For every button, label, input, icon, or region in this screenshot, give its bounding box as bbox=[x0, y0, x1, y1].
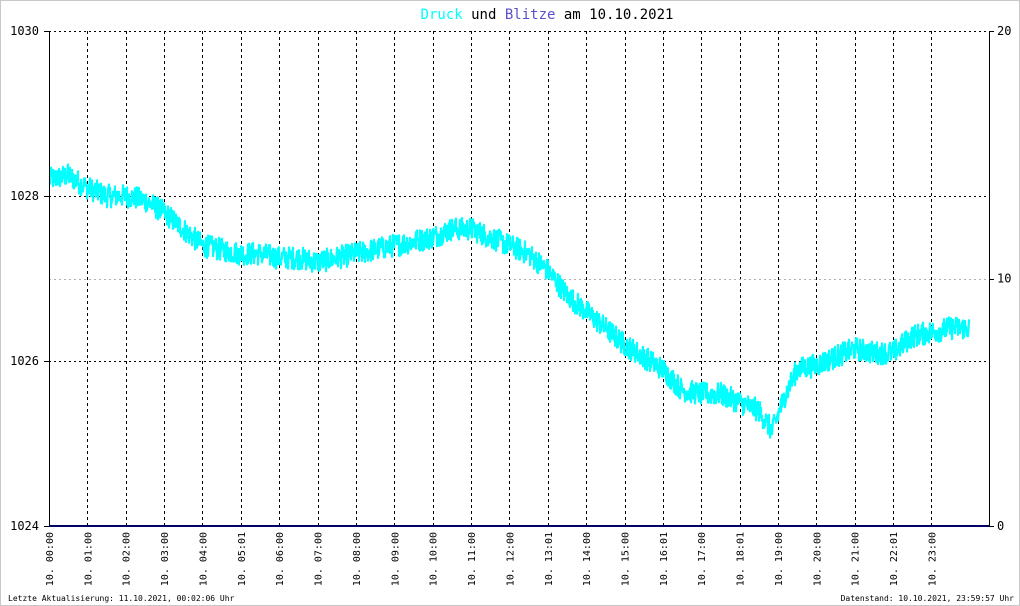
x-tick-label: 10. 03:00 bbox=[160, 532, 171, 586]
x-tick-label: 10. 21:00 bbox=[851, 532, 862, 586]
x-tick-label: 10. 15:00 bbox=[621, 532, 632, 586]
x-tick-label: 10. 10:00 bbox=[429, 532, 440, 586]
x-tick-label: 10. 08:00 bbox=[352, 532, 363, 586]
x-tick-label: 10. 01:00 bbox=[83, 532, 94, 586]
x-tick-label: 10. 04:00 bbox=[198, 532, 209, 586]
x-tick-label: 10. 07:00 bbox=[314, 532, 325, 586]
x-tick-label: 10. 22:01 bbox=[889, 532, 900, 586]
y-left-tick-label: 1030 bbox=[10, 24, 39, 38]
title-blitze: Blitze bbox=[505, 7, 556, 23]
title-date: am 10.10.2021 bbox=[555, 7, 673, 23]
y-left-tick-label: 1028 bbox=[10, 189, 39, 203]
x-tick-label: 10. 17:00 bbox=[697, 532, 708, 586]
x-tick-label: 10. 02:00 bbox=[122, 532, 133, 586]
title-druck: Druck bbox=[421, 7, 464, 23]
x-tick-label: 10. 23:00 bbox=[927, 532, 938, 586]
footer-data-status: Datenstand: 10.10.2021, 23:59:57 Uhr bbox=[841, 594, 1015, 603]
footer-last-update: Letzte Aktualisierung: 11.10.2021, 00:02… bbox=[8, 594, 235, 603]
x-tick-label: 10. 09:00 bbox=[390, 532, 401, 586]
y-right-tick-label: 10 bbox=[997, 272, 1011, 286]
y-left-tick-label: 1024 bbox=[10, 519, 39, 533]
x-tick-label: 10. 13:01 bbox=[544, 532, 555, 586]
x-tick-label: 10. 16:01 bbox=[659, 532, 670, 586]
x-tick-label: 10. 19:00 bbox=[774, 532, 785, 586]
grid bbox=[49, 31, 989, 526]
x-tick-label: 10. 14:00 bbox=[582, 532, 593, 586]
title-und: und bbox=[463, 7, 505, 23]
y-right-tick-label: 20 bbox=[997, 24, 1011, 38]
x-tick-label: 10. 00:00 bbox=[45, 532, 56, 586]
x-tick-label: 10. 20:00 bbox=[812, 532, 823, 586]
x-tick-label: 10. 06:00 bbox=[275, 532, 286, 586]
plot-area bbox=[48, 163, 989, 527]
series-druck-line bbox=[48, 163, 971, 439]
x-tick-label: 10. 12:00 bbox=[505, 532, 516, 586]
y-right-tick-label: 0 bbox=[997, 519, 1004, 533]
chart-title: Druck und Blitze am 10.10.2021 bbox=[421, 7, 674, 23]
x-tick-label: 10. 05:01 bbox=[237, 532, 248, 586]
x-tick-label: 10. 18:01 bbox=[736, 532, 747, 586]
axes: 1024 1026 1028 1030 0 10 20 10. 00:00 10. 01:00 1… bbox=[10, 24, 1011, 586]
y-left-tick-label: 1026 bbox=[10, 354, 39, 368]
x-tick-label: 10. 11:00 bbox=[467, 532, 478, 586]
